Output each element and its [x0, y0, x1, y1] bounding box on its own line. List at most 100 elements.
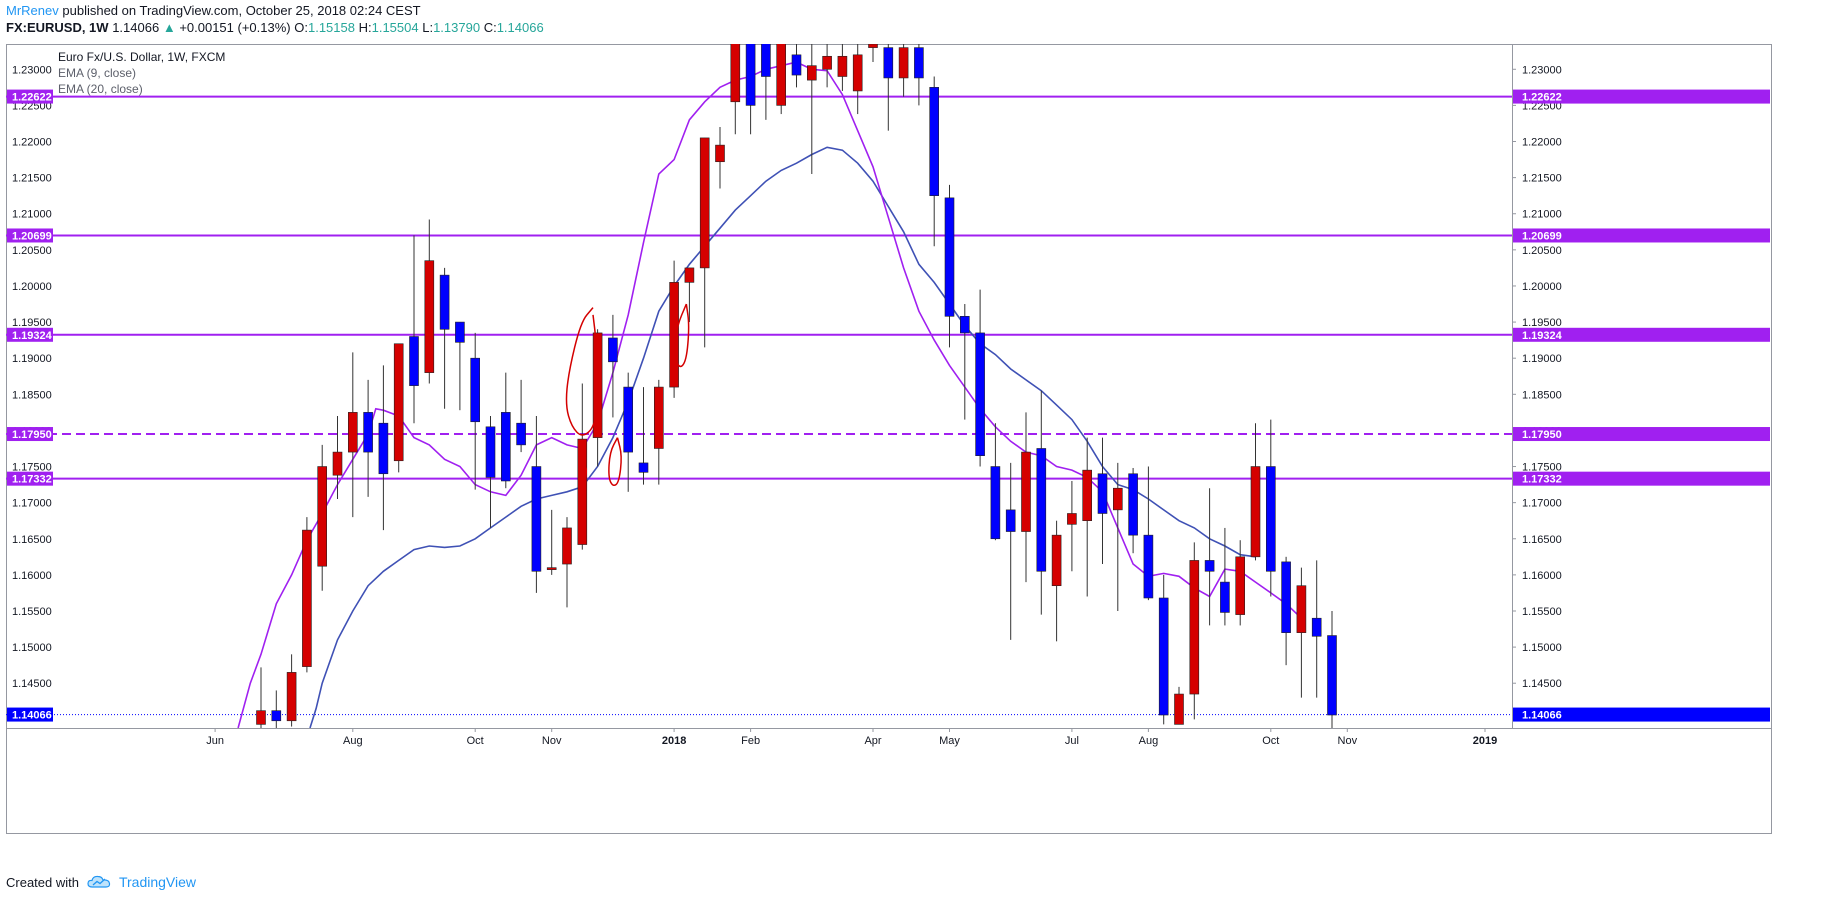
- candle: [883, 44, 894, 131]
- candle-body-down: [1097, 473, 1108, 514]
- candle: [822, 44, 832, 88]
- candle-body-down: [363, 412, 373, 453]
- candle: [1143, 466, 1154, 601]
- x-tick-label: 2019: [1473, 735, 1497, 747]
- candle-body-up: [776, 44, 787, 106]
- level-badge-left-bg: [7, 427, 53, 442]
- candle-body-up: [1250, 466, 1261, 558]
- level-badge-left-bg: [7, 89, 53, 104]
- price-chart[interactable]: 1.230001.230001.225001.225001.220001.220…: [6, 44, 1772, 834]
- candle: [1327, 610, 1337, 728]
- last-price: 1.14066: [112, 20, 160, 35]
- candle-body-up: [1113, 487, 1123, 511]
- candle-body-down: [914, 47, 924, 79]
- level-badge-left: 1.17332: [12, 474, 52, 486]
- level-badge-left: 1.17950: [12, 429, 52, 441]
- level-badge-left-bg: [7, 228, 53, 243]
- candle: [1311, 560, 1322, 698]
- candle: [745, 44, 756, 135]
- candle: [623, 372, 634, 492]
- candle-body-down: [439, 274, 450, 330]
- publish-text: published on TradingView.com, October 25…: [62, 3, 421, 18]
- candle: [638, 387, 649, 485]
- y-tick-label: 1.23000: [1522, 64, 1562, 76]
- ohlc-low: L:1.13790: [422, 20, 481, 35]
- candle-body-down: [990, 466, 1001, 540]
- candle: [302, 517, 312, 673]
- candle: [1266, 419, 1276, 597]
- x-tick-label: Aug: [1139, 735, 1159, 747]
- candle: [791, 44, 802, 88]
- y-tick-label: 1.21000: [1522, 209, 1562, 221]
- candle: [439, 267, 450, 409]
- level-badge-right-bg: [1513, 89, 1770, 104]
- candle: [929, 76, 940, 247]
- y-tick-label-left: 1.20500: [12, 245, 52, 257]
- y-tick-label-left: 1.23000: [12, 64, 52, 76]
- ohlc-high: H:1.15504: [358, 20, 419, 35]
- candle-body-up: [317, 466, 328, 567]
- candle-body-down: [378, 422, 389, 475]
- candle-body-up: [1235, 556, 1245, 615]
- candle: [286, 654, 297, 727]
- tradingview-link[interactable]: TradingView: [118, 874, 197, 890]
- candle: [531, 415, 542, 593]
- candle-body-down: [516, 422, 526, 446]
- x-tick-label: Aug: [343, 735, 363, 747]
- candle-body-down: [944, 197, 955, 317]
- candle: [1204, 488, 1215, 626]
- candle-body-up: [393, 343, 404, 462]
- candle-body-up: [1051, 534, 1062, 587]
- candle: [1067, 480, 1077, 572]
- y-tick-label-left: 1.16000: [12, 570, 52, 582]
- candle-body-up: [684, 267, 695, 283]
- y-tick-label-left: 1.21500: [12, 173, 52, 185]
- candle-body-down: [1266, 466, 1276, 572]
- candle-body-up: [730, 44, 741, 103]
- candle: [776, 44, 787, 115]
- chart-area[interactable]: 1.23000 1.23000 1.22500 1.22500 1.22000 1.220…: [6, 44, 1772, 834]
- candle: [1036, 390, 1047, 615]
- tradingview-cloud-icon: [87, 875, 111, 888]
- candle: [944, 184, 955, 348]
- x-tick-label: 2018: [662, 735, 686, 747]
- candle: [868, 44, 878, 63]
- y-tick-label-left: 1.17500: [12, 462, 52, 474]
- annotation-loop: [674, 303, 690, 368]
- x-tick-label: Jul: [1065, 735, 1079, 747]
- candle-body-down: [1220, 581, 1230, 613]
- candle: [317, 444, 328, 591]
- candle: [271, 690, 282, 728]
- candle: [715, 127, 725, 189]
- annotation-loop: [608, 437, 622, 487]
- candle: [837, 44, 848, 91]
- candle-body-down: [975, 332, 985, 457]
- annotation-hook: [580, 465, 588, 500]
- y-tick-label-left: 1.19500: [12, 317, 52, 329]
- candle-body-down: [623, 386, 634, 453]
- level-badge-right-bg: [1513, 327, 1770, 342]
- candle-body-down: [791, 54, 802, 76]
- candle-body-down: [485, 426, 496, 478]
- x-tick-label: Feb: [741, 735, 760, 747]
- level-badge-left: 1.22622: [12, 92, 52, 104]
- ohlc-close: C:1.14066: [483, 20, 544, 35]
- candle-body-up: [1189, 560, 1200, 695]
- y-tick-label-left: 1.18500: [12, 389, 52, 401]
- candle-body-up: [1021, 451, 1031, 532]
- legend-entry: EMA (20, close): [58, 82, 143, 96]
- publish-info: MrRenev published on TradingView.com, Oc…: [6, 3, 421, 18]
- x-tick-label: Nov: [1338, 735, 1358, 747]
- plot-group: [6, 44, 1512, 728]
- y-tick-label: 1.14500: [1522, 678, 1562, 690]
- candle: [393, 343, 404, 473]
- candle: [485, 415, 496, 528]
- x-tick-label: Apr: [864, 735, 881, 747]
- candle-body-down: [455, 321, 465, 343]
- author-link[interactable]: MrRenev: [6, 3, 59, 18]
- chart-frame: [6, 44, 1772, 834]
- candle-body-up: [286, 672, 297, 722]
- candle: [1082, 437, 1092, 597]
- candle-body-up: [347, 412, 358, 453]
- candle-body-down: [1158, 597, 1169, 716]
